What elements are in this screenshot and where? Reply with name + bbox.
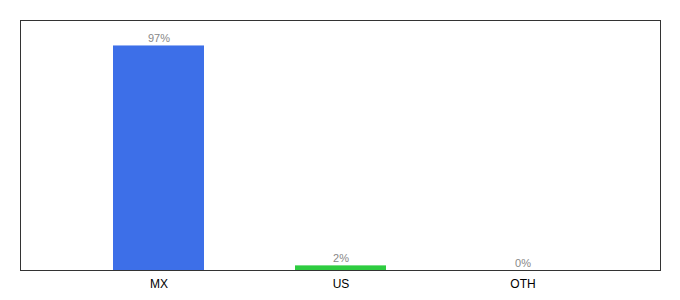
svg-text:OTH: OTH	[510, 277, 535, 291]
svg-text:MX: MX	[150, 277, 168, 291]
svg-text:US: US	[333, 277, 350, 291]
svg-text:0%: 0%	[515, 257, 531, 269]
svg-text:2%: 2%	[333, 252, 349, 264]
svg-text:97%: 97%	[148, 32, 170, 44]
